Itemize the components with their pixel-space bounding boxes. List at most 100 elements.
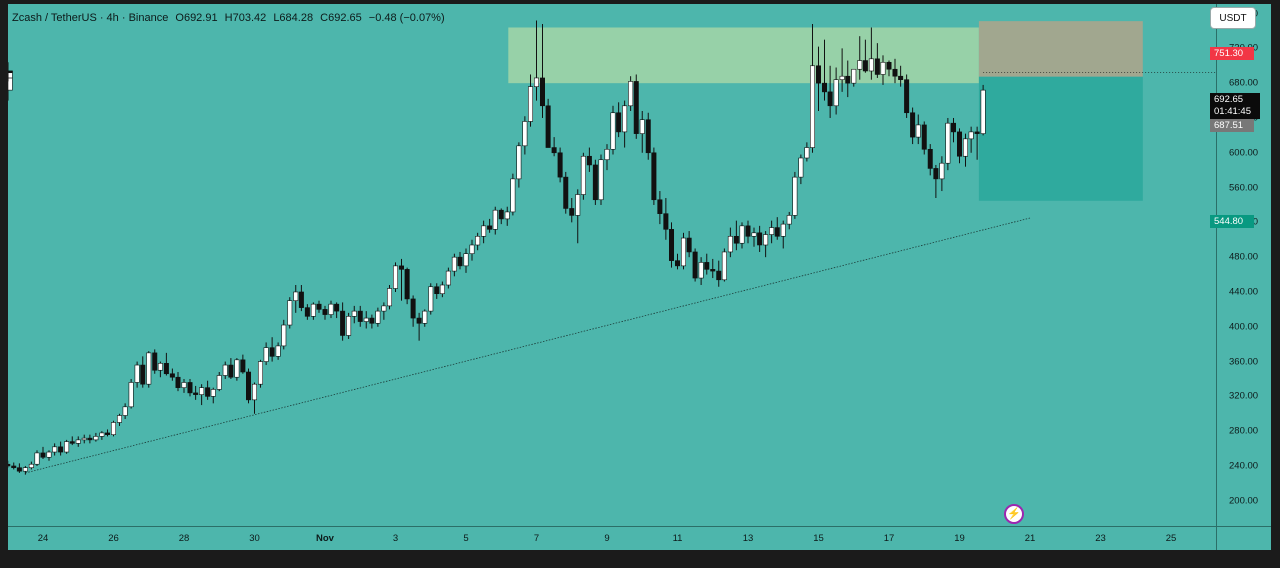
candle-body-up <box>833 79 839 107</box>
candle-body-down <box>651 152 657 201</box>
candle-body-down <box>8 463 11 467</box>
supply-zone <box>508 27 979 84</box>
candle-body-up <box>721 251 727 281</box>
candle-body-down <box>821 82 827 93</box>
candle-body-down <box>175 376 181 388</box>
candle-body-up <box>234 359 240 378</box>
candle-body-up <box>64 441 70 453</box>
candle-body-down <box>551 147 557 154</box>
target-zone <box>978 76 1143 201</box>
candle-body-up <box>381 305 387 312</box>
candle-body-down <box>545 105 551 148</box>
candle-body-up <box>22 467 28 472</box>
candle-body-down <box>716 270 722 281</box>
symbol-title[interactable]: Zcash / TetherUS · 4h · Binance <box>12 12 169 24</box>
candle-body-down <box>563 176 569 209</box>
candle-body-down <box>904 79 910 114</box>
candle-body-up <box>522 121 528 147</box>
candle-body-up <box>962 138 968 157</box>
countdown-value: 01:41:45 <box>1214 106 1251 117</box>
candle-body-down <box>686 237 692 253</box>
candle-body-down <box>710 269 716 272</box>
candle-body-down <box>927 148 933 169</box>
candle-body-up <box>739 225 745 244</box>
candle-body-up <box>387 288 393 307</box>
candle-body-up <box>392 265 398 289</box>
candle-body-up <box>93 436 99 441</box>
candle-body-up <box>980 89 986 134</box>
candle-body-down <box>498 209 504 220</box>
candle-body-up <box>199 387 205 395</box>
candle-body-down <box>8 70 13 74</box>
candle-body-up <box>81 437 87 441</box>
candle-body-up <box>128 382 134 408</box>
candle-body-down <box>187 382 193 394</box>
candle-body-up <box>481 225 487 237</box>
candle-body-down <box>974 131 980 134</box>
candle-body-up <box>575 194 581 216</box>
time-scale[interactable]: 24 26 28 30 Nov 3 5 7 9 11 13 15 17 19 21 23 25 <box>8 526 1216 550</box>
candle-body-up <box>28 463 34 469</box>
candle-body-up <box>968 131 974 140</box>
price-tick-label: 360.00 <box>1229 356 1259 368</box>
candle-body-down <box>240 359 246 373</box>
candle-body-up <box>839 75 845 80</box>
candle-body-up <box>528 86 534 122</box>
plot-area[interactable]: Zcash / TetherUS · 4h · Binance O692.91 … <box>8 4 1216 526</box>
price-tick-label: 600.00 <box>1229 147 1259 159</box>
candle-body-up <box>346 316 352 336</box>
candle-body-up <box>252 383 258 401</box>
scale-corner <box>1216 526 1271 550</box>
time-tick-label: 5 <box>463 533 469 544</box>
candle-body-up <box>939 162 945 180</box>
price-scale[interactable]: 760.00720.00680.00640.00600.00560.00520.… <box>1216 4 1271 526</box>
candle-body-down <box>410 298 416 319</box>
candle-body-up <box>851 68 857 84</box>
candle-body-down <box>815 65 821 84</box>
candle-body-up <box>804 147 810 159</box>
time-tick-label: 26 <box>108 533 119 544</box>
candle-body-up <box>628 81 634 107</box>
current-price-label: 692.65 01:41:45 <box>1210 93 1260 119</box>
candle-body-up <box>445 270 451 286</box>
candle-body-up <box>915 124 921 138</box>
lightning-bolt-icon[interactable]: ⚡ <box>1004 504 1024 524</box>
candle-body-up <box>422 310 428 324</box>
candlestick-chart[interactable] <box>8 4 1216 526</box>
candle-body-up <box>46 451 52 458</box>
price-tick-label: 320.00 <box>1229 390 1259 402</box>
candle-body-down <box>616 112 622 133</box>
candle-body-up <box>210 389 216 397</box>
candle-body-down <box>669 229 675 261</box>
candle-body-up <box>880 61 886 75</box>
candle-body-down <box>40 452 46 458</box>
candle-body-down <box>322 309 328 315</box>
current-price-value: 692.65 <box>1214 94 1244 105</box>
candle-body-up <box>598 159 604 201</box>
time-tick-label: 24 <box>37 533 49 544</box>
candle-body-up <box>111 422 117 435</box>
time-tick-label: 9 <box>604 533 610 544</box>
candle-body-down <box>898 75 904 80</box>
high-value: H703.42 <box>224 12 267 24</box>
candle-body-up <box>328 303 334 315</box>
candle-body-down <box>886 61 892 70</box>
time-tick-label: 30 <box>249 533 260 544</box>
candle-body-down <box>298 291 304 308</box>
candle-body-up <box>122 406 128 416</box>
candle-body-up <box>945 122 951 164</box>
candle-body-up <box>8 77 13 91</box>
candle-body-up <box>363 317 369 322</box>
candle-body-down <box>592 164 598 201</box>
candle-body-up <box>116 415 122 423</box>
time-tick-label: 13 <box>742 533 754 544</box>
candle-body-up <box>639 119 645 134</box>
chart-frame: Zcash / TetherUS · 4h · Binance O692.91 … <box>8 4 1271 550</box>
candle-body-up <box>492 209 498 230</box>
candle-body-down <box>774 227 780 237</box>
currency-button[interactable]: USDT <box>1210 7 1256 29</box>
entry-price-label: 687.51 <box>1210 119 1254 132</box>
candle-body-down <box>404 269 410 300</box>
candle-body-up <box>52 446 58 453</box>
target-price-label: 544.80 <box>1210 215 1254 228</box>
